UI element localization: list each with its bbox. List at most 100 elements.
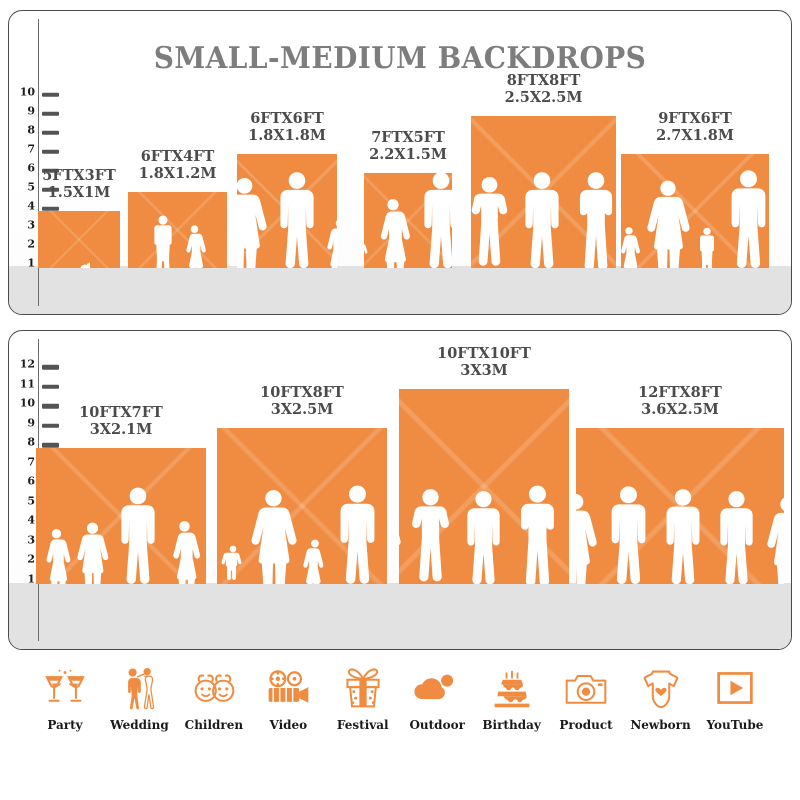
use-case-item-product[interactable]: Product [549, 660, 623, 732]
bar-size-label-m: 2.5X2.5M [504, 89, 583, 107]
use-case-item-newborn[interactable]: Newborn [624, 660, 698, 732]
y-axis-tick-label: 4 [27, 513, 35, 527]
y-axis-tick-label: 11 [19, 377, 35, 390]
bar-size-label-ft: 10FTX10FT [437, 345, 531, 362]
y-axis-tick-label: 7 [27, 455, 35, 468]
people-silhouette-group [471, 116, 616, 268]
people-silhouette-group [38, 211, 120, 268]
use-case-item-youtube[interactable]: YouTube [698, 660, 772, 732]
person-silhouette-man [120, 487, 155, 584]
person-silhouette-girl [186, 225, 206, 268]
y-axis-line [38, 19, 40, 306]
person-silhouette-man [666, 489, 700, 584]
bar-size-label-m: 1.8X1.2M [138, 165, 217, 183]
person-silhouette-man [731, 170, 765, 268]
bar-size-label: 6FTX6FT 1.8X1.8M [248, 110, 326, 144]
y-axis-tick-mark [42, 206, 59, 211]
bar-size-label: 10FTX8FT 3X2.5M [260, 384, 344, 418]
person-silhouette-woman [399, 536, 401, 545]
use-case-item-children[interactable]: Children [177, 660, 251, 732]
person-silhouette-hands [579, 172, 613, 268]
backdrop-size-bar [128, 192, 227, 268]
person-silhouette-man [611, 486, 646, 584]
backdrop-size-bar [364, 173, 452, 268]
bar-size-label-ft: 12FTX8FT [638, 384, 722, 401]
y-axis-tick-mark [42, 149, 59, 154]
bar-size-label: 8FTX8FT 2.5X2.5M [505, 72, 583, 106]
y-axis-tick-mark [42, 384, 59, 389]
y-axis-tick-label: 4 [27, 199, 35, 212]
bar-size-label-m: 2.7X1.8M [656, 127, 734, 145]
y-axis-tick-mark [42, 404, 59, 409]
use-case-item-birthday[interactable]: Birthday [475, 660, 549, 732]
wedding-couple-icon [119, 660, 159, 716]
use-case-item-outdoor[interactable]: Outdoor [400, 660, 474, 732]
top-chart-panel: SMALL-MEDIUM BACKDROPS 1 2 3 4 5 6 7 8 9 10 5FTX3… [8, 10, 792, 315]
bar-size-label-ft: 6FTX6FT [250, 110, 324, 127]
use-case-label: Outdoor [409, 718, 465, 732]
top-chart-floor [9, 266, 791, 314]
backdrop-size-bar [38, 211, 120, 268]
use-case-item-wedding[interactable]: Wedding [102, 660, 176, 732]
y-axis-tick-label: 5 [27, 180, 35, 193]
use-case-label: Wedding [110, 718, 169, 732]
y-axis-tick-mark [42, 130, 59, 135]
y-axis-tick-label: 6 [27, 161, 35, 174]
bar-size-label-m: 1.5X1M [47, 184, 111, 202]
bar-size-label: 7FTX5FT 2.2X1.5M [369, 129, 447, 163]
bar-size-label-m: 3.6X2.5M [641, 401, 719, 419]
backdrop-size-bar [576, 428, 784, 584]
y-axis-tick-label: 1 [27, 572, 35, 585]
y-axis-tick-label: 8 [27, 123, 35, 136]
bar-size-label-ft: 7FTX5FT [371, 129, 445, 146]
y-axis-tick-mark [42, 187, 59, 192]
y-axis-tick-label: 10 [19, 396, 35, 410]
person-silhouette-kid [699, 227, 714, 268]
y-axis-tick-label: 2 [27, 237, 35, 250]
bar-size-label-m: 3X2.5M [270, 401, 334, 419]
y-axis-tick-label: 9 [27, 104, 35, 117]
y-axis-tick-mark [42, 365, 59, 370]
bar-size-label-ft: 10FTX7FT [79, 403, 163, 421]
use-case-label: Children [184, 718, 244, 732]
bar-size-label: 9FTX6FT 2.7X1.8M [656, 110, 734, 144]
use-case-item-festival[interactable]: Festival [326, 660, 400, 732]
baby-onesie-icon [640, 660, 682, 716]
bar-size-label-ft: 9FTX6FT [658, 110, 732, 127]
y-axis-tick-label: 7 [27, 142, 35, 155]
use-case-item-video[interactable]: Video [251, 660, 325, 732]
y-axis-tick-label: 3 [27, 218, 35, 231]
bar-size-label-m: 3X2.1M [89, 420, 153, 438]
person-silhouette-girl [326, 219, 337, 268]
person-silhouette-woman [646, 180, 690, 268]
bar-size-label-m: 2.2X1.5M [369, 146, 447, 164]
y-axis-tick-label: 3 [27, 533, 35, 546]
person-silhouette-girl [303, 539, 324, 584]
people-silhouette-group [237, 154, 337, 268]
y-axis-tick-mark [42, 92, 59, 97]
people-silhouette-group [36, 448, 206, 584]
person-silhouette-man [423, 173, 452, 268]
backdrop-size-bar [621, 154, 769, 268]
y-axis-tick-label: 12 [19, 357, 35, 371]
bar-size-label: 10FTX7FT 3X2.1M [79, 404, 163, 438]
y-axis-tick-label: 9 [27, 416, 35, 429]
use-case-item-party[interactable]: Party [28, 660, 102, 732]
y-axis-tick-label: 8 [27, 435, 35, 449]
bar-size-label: 5FTX3FT 1.5X1M [42, 167, 116, 201]
person-silhouette-kid [154, 215, 172, 268]
backdrop-size-bar [36, 447, 206, 584]
use-case-label: Party [47, 718, 83, 732]
people-silhouette-group [576, 428, 784, 584]
person-silhouette-girl [621, 227, 640, 268]
use-case-icon-strip: Party Wedding Children Video Festival Outdoor… [8, 660, 792, 760]
person-silhouette-man [279, 172, 314, 268]
people-silhouette-group [621, 154, 769, 268]
person-silhouette-man [340, 485, 375, 584]
y-axis-tick-label: 5 [27, 494, 35, 507]
backdrop-size-bar [237, 154, 337, 268]
cheers-glasses-icon [43, 660, 87, 716]
two-kid-faces-icon [191, 660, 237, 716]
y-axis-tick-mark [42, 168, 59, 173]
movie-camera-icon [264, 660, 312, 716]
